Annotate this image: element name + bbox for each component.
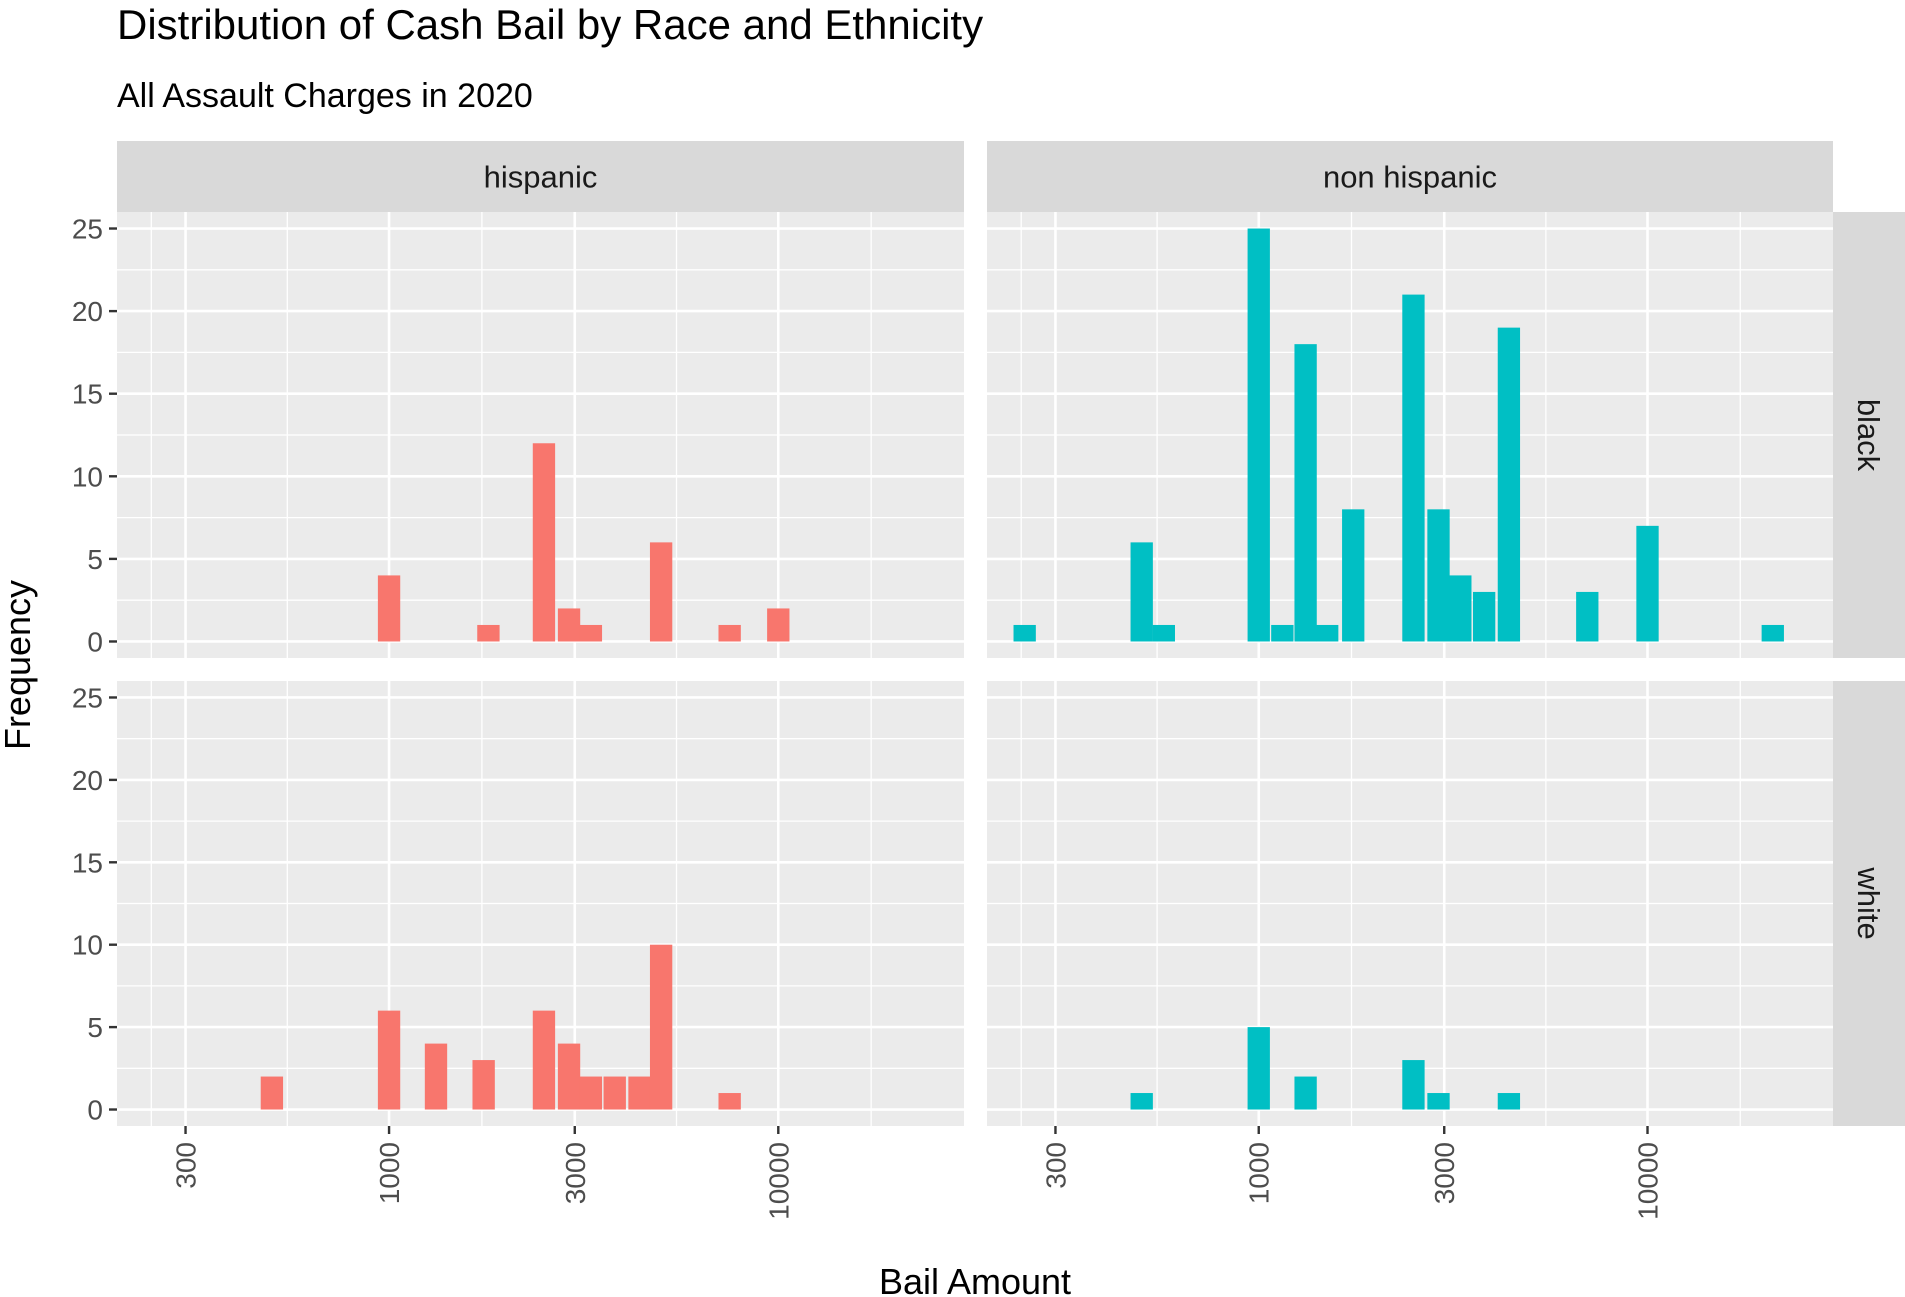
y-tick-label: 15 [72, 847, 103, 878]
y-tick-label: 5 [87, 1012, 103, 1043]
histogram-bar [1402, 1060, 1425, 1110]
histogram-bar [649, 542, 673, 642]
y-tick-label: 25 [72, 214, 103, 245]
strip-white: white [1833, 681, 1905, 1126]
histogram-bar [579, 1076, 603, 1110]
histogram-bar [1152, 624, 1175, 642]
y-tick-label: 20 [72, 765, 103, 796]
panel-hispanic-black [117, 212, 964, 658]
panel-non-hispanic-black [987, 212, 1833, 658]
histogram-bar [1342, 509, 1365, 642]
histogram-bar [1636, 525, 1659, 642]
histogram-bar [1497, 327, 1521, 642]
histogram-bar [477, 624, 500, 642]
histogram-bar [1761, 624, 1784, 642]
histogram-bar [1402, 294, 1425, 642]
x-tick-label: 300 [171, 1142, 202, 1189]
x-tick-label: 10000 [763, 1142, 794, 1220]
chart-subtitle: All Assault Charges in 2020 [117, 77, 533, 115]
y-tick-label: 0 [87, 626, 103, 657]
facet-strips: hispanic non hispanic black white [117, 141, 1905, 1126]
chart-title: Distribution of Cash Bail by Race and Et… [117, 1, 983, 48]
histogram-bar [1427, 1093, 1450, 1110]
histogram-bar [1472, 591, 1496, 642]
histogram-bar [1449, 575, 1472, 642]
histogram-bar [1576, 591, 1599, 642]
y-tick-label: 10 [72, 930, 103, 961]
strip-hispanic: hispanic [117, 141, 964, 212]
panel-hispanic-white [117, 681, 964, 1126]
histogram-bar [1130, 542, 1153, 642]
histogram-bar [603, 1076, 626, 1110]
x-tick-label: 1000 [1244, 1142, 1275, 1204]
y-tick-label: 5 [87, 544, 103, 575]
y-tick-label: 0 [87, 1095, 103, 1126]
histogram-bar [579, 624, 603, 642]
histogram-bar [1013, 624, 1036, 642]
histogram-bar [1271, 624, 1294, 642]
row-strip-label: white [1851, 866, 1886, 939]
y-tick-label: 15 [72, 379, 103, 410]
y-tick-label: 25 [72, 682, 103, 713]
histogram-bar [1497, 1093, 1521, 1110]
y-tick-label: 10 [72, 461, 103, 492]
histogram-bar [1294, 344, 1317, 642]
x-axis-title: Bail Amount [879, 1261, 1071, 1297]
histogram-bar [1316, 624, 1339, 642]
x-tick-label: 1000 [374, 1142, 405, 1204]
histogram-bar [377, 575, 401, 642]
histogram-bar [1427, 509, 1450, 642]
histogram-bar [557, 1043, 581, 1110]
histogram-bar [377, 1010, 401, 1110]
histogram-bar [424, 1043, 448, 1110]
histogram-bar [1247, 228, 1270, 642]
histogram-bar [532, 443, 556, 642]
column-strip-label: non hispanic [1323, 160, 1497, 195]
y-tick-label: 20 [72, 296, 103, 327]
x-tick-label: 10000 [1633, 1142, 1664, 1220]
histogram-bar [1294, 1076, 1317, 1110]
histogram-bar [1130, 1093, 1153, 1110]
column-strip-label: hispanic [484, 160, 598, 195]
facet-panels [117, 212, 1833, 1126]
histogram-bar [1247, 1027, 1270, 1110]
histogram-bar [718, 624, 741, 642]
strip-background [117, 141, 964, 212]
histogram-bar [718, 1093, 741, 1110]
panel-non-hispanic-white [987, 681, 1833, 1126]
histogram-bar [628, 1076, 651, 1110]
histogram-bar [260, 1076, 284, 1110]
x-tick-label: 3000 [1429, 1142, 1460, 1204]
histogram-bar [767, 608, 790, 642]
y-axis: 0 5 10 15 20 25 0 5 10 15 20 25 [72, 214, 117, 1126]
x-tick-label: 300 [1040, 1142, 1071, 1189]
histogram-bar [472, 1060, 495, 1110]
strip-background [1833, 212, 1905, 658]
strip-non-hispanic: non hispanic [987, 141, 1833, 212]
histogram-bar [649, 944, 673, 1110]
strip-background [1833, 681, 1905, 1126]
histogram-bar [532, 1010, 556, 1110]
strip-black: black [1833, 212, 1905, 658]
y-axis-title: Frequency [0, 580, 38, 750]
x-axis: 300 1000 3000 10000 300 1000 3000 10000 [171, 1126, 1664, 1220]
histogram-bar [557, 608, 581, 642]
x-tick-label: 3000 [560, 1142, 591, 1204]
strip-background [987, 141, 1833, 212]
row-strip-label: black [1851, 399, 1886, 472]
